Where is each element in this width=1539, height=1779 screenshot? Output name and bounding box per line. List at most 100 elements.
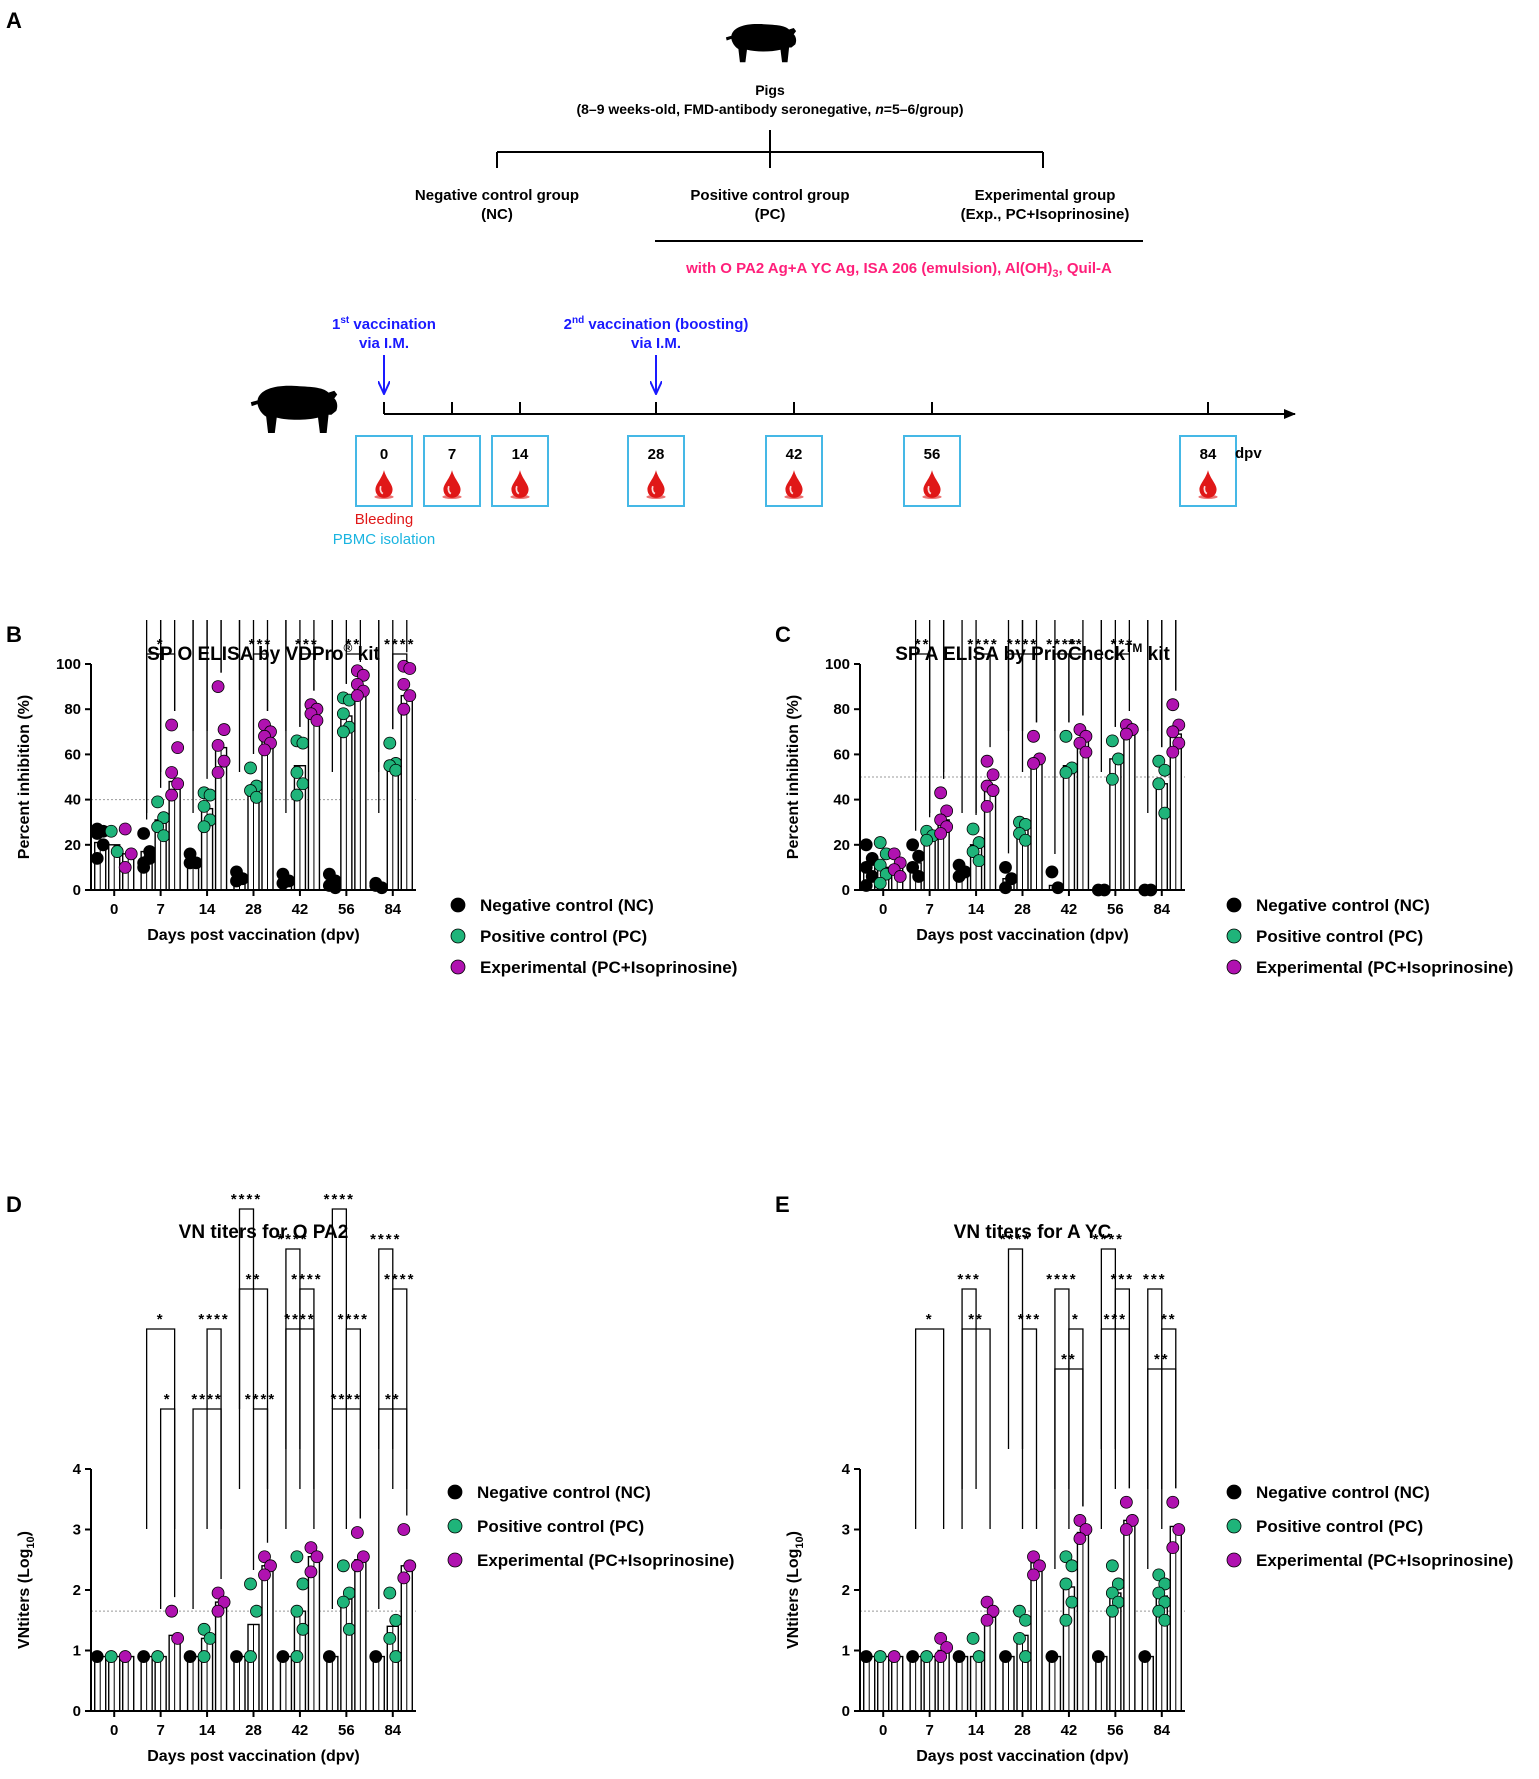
y-tick-label: 2 [842,1582,850,1599]
significance-label: **** [324,1191,355,1208]
point-nc [860,839,872,851]
significance-label: *** [295,636,319,653]
legend-label-nc: Negative control (NC) [1256,896,1430,915]
significance-bracket [207,1329,221,1529]
point-nc [953,1651,965,1663]
legend-marker-pc [451,929,465,943]
point-exp [166,766,178,778]
point-pc [1106,1605,1118,1617]
legend-marker-pc [1227,929,1241,943]
legend-label-exp: Experimental (PC+Isoprinosine) [480,958,737,977]
group-pc-abbr: (PC) [755,206,786,223]
point-exp [398,1524,410,1536]
point-pc [337,1596,349,1608]
point-pc [111,846,123,858]
legend-marker-nc [1227,898,1241,912]
significance-label: **** [338,1311,369,1328]
point-pc [297,737,309,749]
x-tick-label: 0 [110,1722,118,1739]
point-exp [212,766,224,778]
x-tick-label: 0 [879,1722,887,1739]
y-tick-label: 60 [833,746,850,763]
point-pc [874,837,886,849]
point-nc [184,1651,196,1663]
x-tick-label: 28 [1014,901,1031,918]
legend-marker-exp [448,1553,462,1567]
point-exp [981,755,993,767]
legend-marker-exp [1227,1553,1241,1567]
y-tick-label: 2 [73,1582,81,1599]
legend-label-nc: Negative control (NC) [1256,1483,1430,1502]
y-tick-label: 1 [842,1643,850,1660]
point-exp [1028,757,1040,769]
point-pc [105,825,117,837]
panel-letter: E [775,1192,790,1217]
point-pc [291,1605,303,1617]
y-tick-label: 40 [64,792,81,809]
legend-marker-exp [451,960,465,974]
point-exp [1173,1524,1185,1536]
point-pc [297,778,309,790]
x-tick-label: 56 [338,901,355,918]
chart-panel-d: D VN titers for O PA2 0 1 2 3 4 0 7 14 28 42 56 84 Day… [0,1190,770,1779]
y-tick-label: 4 [73,1461,82,1478]
blood-drop-icon [922,470,941,499]
point-exp [351,1560,363,1572]
day-label: 56 [924,446,941,463]
point-pc [204,789,216,801]
significance-label: ** [1068,636,1084,653]
y-tick-label: 40 [833,792,850,809]
schematic-panel: A Pigs (8–9 weeks-old, FMD-antibody sero… [0,0,1539,560]
point-exp [351,690,363,702]
point-pc [390,1614,402,1626]
group-nc-name: Negative control group [415,187,579,204]
point-exp [166,719,178,731]
point-nc [91,828,103,840]
point-pc [1020,1614,1032,1626]
point-nc [907,1651,919,1663]
significance-bracket [193,620,207,731]
x-axis-label: Days post vaccination (dpv) [916,927,1129,944]
point-pc [874,1651,886,1663]
significance-bracket [1009,1249,1023,1449]
point-pc [1060,1614,1072,1626]
bleeding-label: Bleeding [355,511,413,528]
point-pc [198,1651,210,1663]
significance-bracket [1148,1289,1162,1489]
legend-label-pc: Positive control (PC) [477,1517,644,1536]
x-tick-label: 42 [1061,901,1078,918]
point-pc [1153,778,1165,790]
point-exp [981,1614,993,1626]
y-tick-label: 0 [842,1703,850,1720]
significance-label: **** [245,1391,276,1408]
significance-label: ** [915,636,931,653]
point-exp [1167,746,1179,758]
point-exp [1167,699,1179,711]
x-tick-label: 28 [245,1722,262,1739]
significance-label: **** [370,1231,401,1248]
point-pc [1066,1560,1078,1572]
point-exp [404,1560,416,1572]
chart-title: VN titers for O PA2 [179,1222,349,1243]
point-nc [913,850,925,862]
x-tick-label: 14 [968,1722,985,1739]
x-axis-label: Days post vaccination (dpv) [916,1748,1129,1765]
point-exp [1080,746,1092,758]
point-pc [390,764,402,776]
point-pc [245,762,257,774]
day-label: 84 [1200,446,1217,463]
panel-letter: D [6,1192,22,1217]
significance-label: ** [346,636,362,653]
blood-drop-icon [510,470,529,499]
x-tick-label: 0 [110,901,118,918]
legend-label-pc: Positive control (PC) [480,927,647,946]
legend-marker-exp [1227,960,1241,974]
point-exp [1120,728,1132,740]
day-label: 14 [512,446,529,463]
significance-bracket [161,1409,175,1609]
point-exp [987,785,999,797]
point-exp [935,1651,947,1663]
point-exp [212,739,224,751]
y-tick-label: 60 [64,746,81,763]
blood-drop-icon [374,470,393,499]
